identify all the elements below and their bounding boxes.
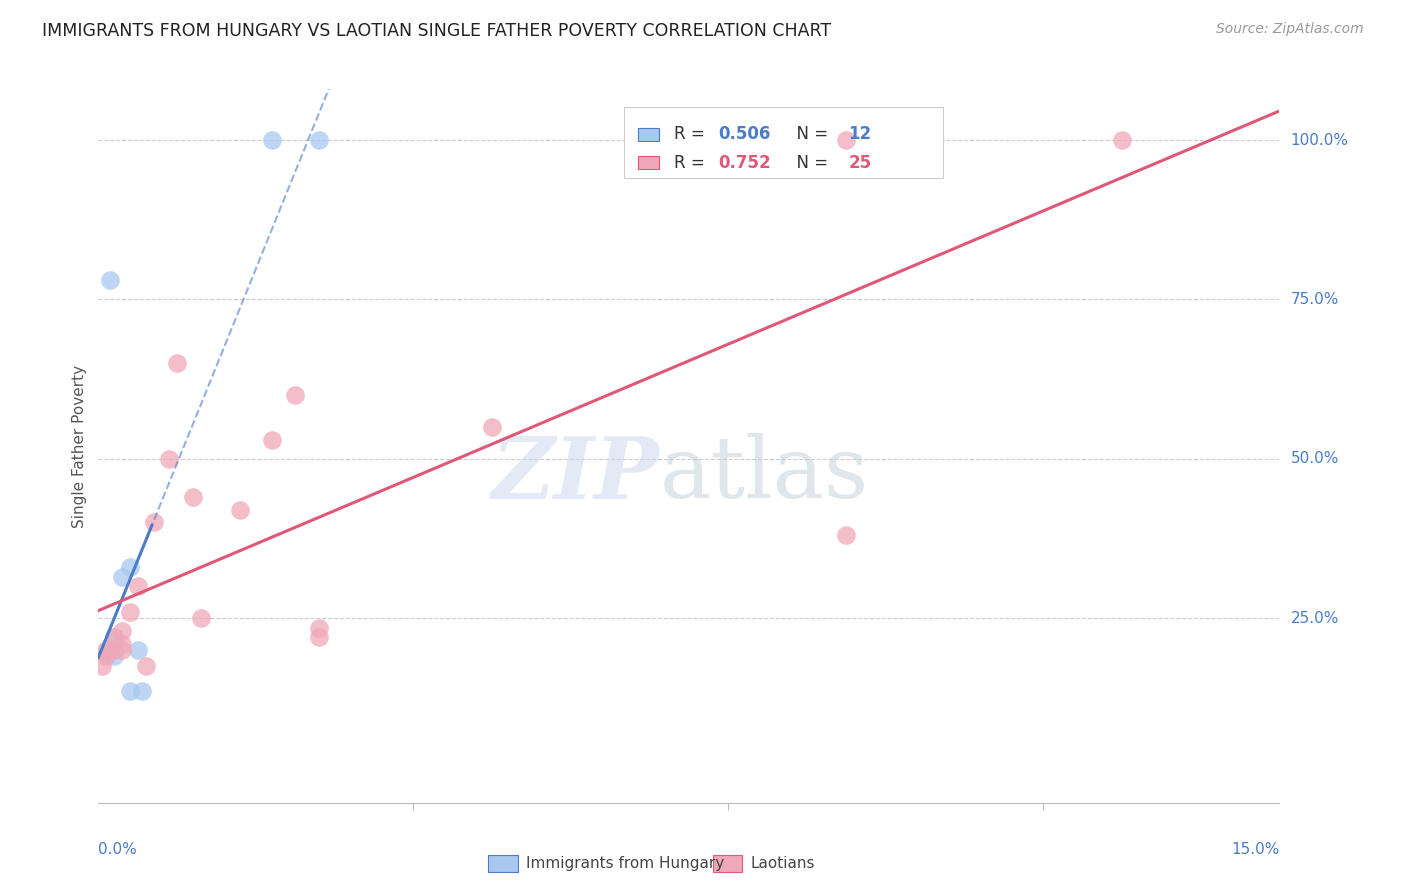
Point [229, 502, 252, 516]
Point [96, 646, 118, 660]
Point [118, 560, 141, 574]
Point [111, 624, 134, 638]
Point [98, 273, 121, 287]
Point [157, 451, 180, 466]
Point [481, 420, 503, 434]
Point [118, 684, 141, 698]
Text: N =: N = [786, 153, 834, 171]
Text: atlas: atlas [659, 433, 869, 516]
Point [127, 643, 149, 657]
Point [103, 643, 125, 657]
Point [181, 490, 204, 504]
Point [260, 433, 283, 447]
Text: R =: R = [673, 153, 710, 171]
Point [111, 643, 134, 657]
Text: N =: N = [786, 125, 834, 143]
Point [91, 658, 114, 673]
Point [190, 611, 212, 625]
Bar [638, 128, 659, 141]
Text: 12: 12 [848, 125, 872, 143]
Point [111, 636, 134, 650]
Point [127, 579, 149, 593]
Point [835, 133, 858, 147]
FancyBboxPatch shape [624, 107, 943, 178]
Point [308, 630, 330, 644]
Point [103, 649, 125, 664]
Point [135, 658, 157, 673]
Text: R =: R = [673, 125, 710, 143]
Text: Immigrants from Hungary: Immigrants from Hungary [526, 856, 724, 871]
Point [142, 516, 165, 530]
Text: Source: ZipAtlas.com: Source: ZipAtlas.com [1216, 22, 1364, 37]
Text: 100.0%: 100.0% [1291, 133, 1348, 148]
Text: 25.0%: 25.0% [1291, 610, 1339, 625]
Point [103, 630, 125, 644]
Text: 75.0%: 75.0% [1291, 292, 1339, 307]
Point [103, 643, 125, 657]
Point [103, 630, 125, 644]
Text: 0.752: 0.752 [718, 153, 770, 171]
Text: IMMIGRANTS FROM HUNGARY VS LAOTIAN SINGLE FATHER POVERTY CORRELATION CHART: IMMIGRANTS FROM HUNGARY VS LAOTIAN SINGL… [42, 22, 831, 40]
Y-axis label: Single Father Poverty: Single Father Poverty [72, 365, 87, 527]
Point [118, 605, 141, 619]
Point [1111, 133, 1133, 147]
Bar [713, 855, 742, 872]
Point [308, 133, 330, 147]
Point [96, 643, 118, 657]
Text: 0.506: 0.506 [718, 125, 770, 143]
Text: Laotians: Laotians [751, 856, 815, 871]
Text: 0.0%: 0.0% [98, 842, 138, 856]
Text: 15.0%: 15.0% [1232, 842, 1279, 856]
Point [131, 684, 153, 698]
Point [166, 356, 188, 370]
Point [308, 621, 330, 635]
Point [835, 528, 858, 542]
Point [284, 388, 307, 402]
Point [260, 133, 283, 147]
Point [96, 649, 118, 664]
Bar [488, 855, 517, 872]
Point [111, 569, 134, 583]
Text: ZIP: ZIP [492, 433, 659, 516]
Bar [638, 156, 659, 169]
Text: 50.0%: 50.0% [1291, 451, 1339, 467]
Text: 25: 25 [848, 153, 872, 171]
